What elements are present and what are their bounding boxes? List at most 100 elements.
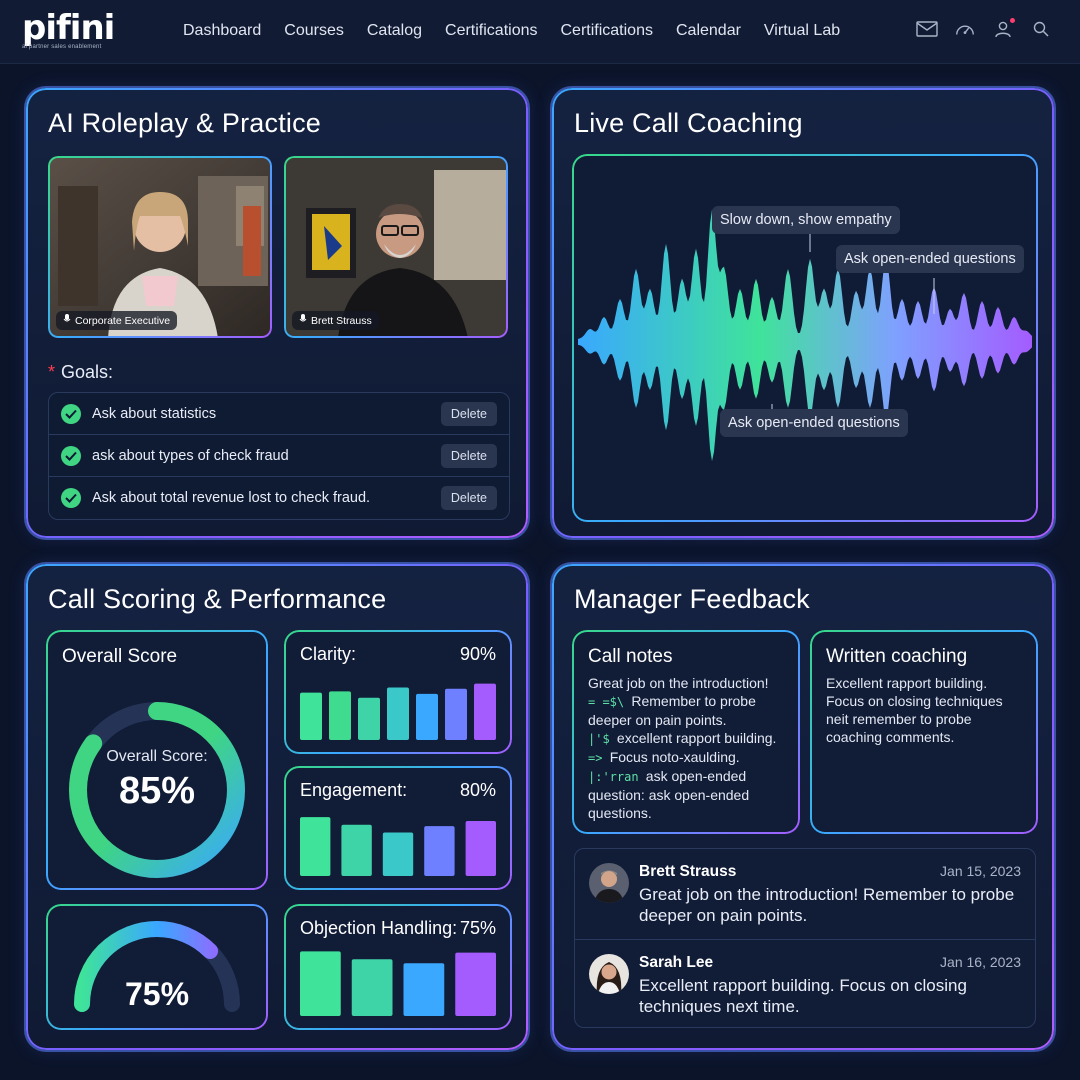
video-label-executive: Corporate Executive bbox=[56, 311, 178, 330]
overall-score-ring bbox=[69, 702, 245, 878]
logo-wordmark: pifini bbox=[22, 8, 115, 48]
note-prefix: |'$ bbox=[588, 732, 617, 746]
video-tile-executive[interactable]: Corporate Executive bbox=[48, 156, 272, 338]
call-notes-card[interactable]: Call notes Great job on the introduction… bbox=[574, 632, 798, 832]
comment-author: Sarah Lee bbox=[639, 954, 714, 971]
goal-text: Ask about total revenue lost to check fr… bbox=[92, 490, 371, 506]
goal-row: Ask about statistics Delete bbox=[49, 393, 509, 435]
note-text: Focus noto-xaulding. bbox=[609, 749, 740, 765]
panel-title: Live Call Coaching bbox=[574, 108, 803, 138]
mail-icon[interactable] bbox=[916, 18, 938, 40]
note-prefix: |:'rran bbox=[588, 770, 646, 784]
objection-handling-bar-chart bbox=[300, 951, 496, 1016]
metric-value: 90% bbox=[459, 644, 496, 664]
metric-bar bbox=[387, 687, 409, 740]
nav-dashboard[interactable]: Dashboard bbox=[183, 22, 262, 39]
panel-title: Manager Feedback bbox=[574, 584, 810, 614]
overall-score-label: Overall Score: bbox=[106, 748, 208, 765]
participant-name: Brett Strauss bbox=[311, 314, 372, 327]
top-icon-group bbox=[916, 18, 1052, 40]
delete-goal-button[interactable]: Delete bbox=[440, 443, 497, 468]
call-notes-title: Call notes bbox=[588, 646, 673, 667]
check-circle-icon bbox=[61, 488, 81, 508]
note-line: Great job on the introduction! bbox=[588, 674, 786, 692]
gauge-value: 75% bbox=[124, 976, 190, 1012]
avatar[interactable] bbox=[589, 863, 629, 903]
waveform-display: Slow down, show empathy Ask open-ended q… bbox=[574, 156, 1036, 520]
goals-list: Ask about statistics Delete ask about ty… bbox=[48, 392, 510, 520]
panel-title: Call Scoring & Performance bbox=[48, 584, 387, 614]
clarity-bar-chart bbox=[300, 683, 496, 740]
metric-value: 80% bbox=[459, 780, 496, 800]
metric-bar bbox=[416, 693, 438, 740]
delete-goal-button[interactable]: Delete bbox=[440, 486, 497, 510]
avatar[interactable] bbox=[589, 954, 629, 994]
manager-feedback-panel: Manager Feedback Call notes Great job on… bbox=[552, 564, 1054, 1050]
participant-name: Corporate Executive bbox=[75, 314, 171, 327]
note-text: question: ask open-ended bbox=[588, 787, 750, 803]
comment-author: Brett Strauss bbox=[639, 863, 737, 880]
logo-tagline: ai partner sales enablement bbox=[22, 44, 102, 50]
score-gauge bbox=[74, 921, 240, 1012]
delete-goal-button[interactable]: Delete bbox=[440, 401, 497, 426]
coaching-tip: Slow down, show empathy bbox=[712, 206, 900, 234]
check-circle-icon bbox=[61, 403, 81, 424]
nav-virtual-lab[interactable]: Virtual Lab bbox=[763, 22, 841, 39]
note-text: questions. bbox=[588, 805, 652, 821]
goals-heading: * Goals: bbox=[48, 362, 114, 382]
pifini-logo[interactable]: pifini ai partner sales enablement bbox=[22, 8, 115, 54]
note-line: questions. bbox=[588, 804, 786, 822]
metric-bar bbox=[455, 952, 496, 1016]
note-prefix: = =$\ bbox=[588, 695, 632, 709]
metric-bar bbox=[329, 691, 351, 740]
speed-gauge-icon[interactable] bbox=[954, 18, 976, 40]
comment-item: Sarah Lee Jan 16, 2023 Excellent rapport… bbox=[575, 939, 1035, 1029]
metric-bar bbox=[403, 963, 445, 1016]
note-text: excellent rapport building. bbox=[616, 730, 777, 746]
engagement-card: Engagement: 80% bbox=[286, 768, 510, 888]
comment-text: Great job on the introduction! Remember … bbox=[639, 885, 1015, 925]
written-coaching-card[interactable]: Written coaching Excellent rapport build… bbox=[812, 632, 1036, 832]
goal-text: Ask about statistics bbox=[92, 405, 217, 422]
live-call-coaching-panel: Live Call Coaching Slow down, show empat… bbox=[552, 88, 1054, 538]
clarity-card: Clarity: 90% bbox=[286, 632, 510, 752]
nav-catalog[interactable]: Catalog bbox=[366, 22, 423, 39]
overall-score-value: 85% bbox=[118, 770, 196, 812]
note-line: Excellent rapport building. bbox=[826, 675, 988, 691]
metric-value: 75% bbox=[459, 918, 496, 938]
required-star-icon: * bbox=[48, 362, 56, 382]
nav-certifications-2[interactable]: Certifications bbox=[560, 22, 653, 39]
comment-thread: Brett Strauss Jan 15, 2023 Great job on … bbox=[574, 848, 1036, 1028]
call-scoring-panel: Call Scoring & Performance Overall Score… bbox=[26, 564, 528, 1050]
note-line: |:'rran ask open-ended bbox=[588, 767, 786, 786]
gauge-card: 75% bbox=[48, 906, 266, 1028]
goal-row: Ask about total revenue lost to check fr… bbox=[49, 477, 509, 519]
waveform-shape bbox=[578, 209, 1032, 462]
metric-bar bbox=[424, 826, 455, 876]
note-line: deeper on pain points. bbox=[588, 711, 786, 729]
note-text: Remember to probe bbox=[631, 693, 756, 709]
comment-date: Jan 16, 2023 bbox=[940, 954, 1021, 970]
nav-calendar[interactable]: Calendar bbox=[675, 22, 741, 39]
check-circle-icon bbox=[61, 445, 81, 466]
goal-row: ask about types of check fraud Delete bbox=[49, 435, 509, 477]
nav-courses[interactable]: Courses bbox=[284, 22, 344, 39]
user-icon[interactable] bbox=[992, 18, 1015, 40]
written-coaching-body: Excellent rapport building. Focus on clo… bbox=[826, 674, 1024, 746]
video-label-brett: Brett Strauss bbox=[292, 311, 379, 330]
note-text: ask open-ended bbox=[645, 768, 747, 784]
coaching-tip: Ask open-ended questions bbox=[836, 245, 1024, 273]
note-line: = =$\ Remember to probe bbox=[588, 692, 786, 711]
microphone-icon bbox=[299, 314, 307, 327]
note-line: Focus on closing techniques bbox=[826, 693, 1003, 709]
note-line: question: ask open-ended bbox=[588, 786, 786, 804]
goal-text: ask about types of check fraud bbox=[92, 447, 289, 464]
video-tile-brett[interactable]: Brett Strauss bbox=[284, 156, 508, 338]
main-nav: Dashboard Courses Catalog Certifications… bbox=[183, 22, 863, 40]
search-icon[interactable] bbox=[1030, 18, 1052, 40]
metric-bar bbox=[300, 692, 322, 740]
comment-text: Excellent rapport building. Focus on clo… bbox=[639, 976, 967, 1016]
nav-certifications[interactable]: Certifications bbox=[445, 22, 538, 39]
metric-bar bbox=[341, 824, 372, 876]
note-line: neit remember to probe bbox=[826, 711, 972, 727]
